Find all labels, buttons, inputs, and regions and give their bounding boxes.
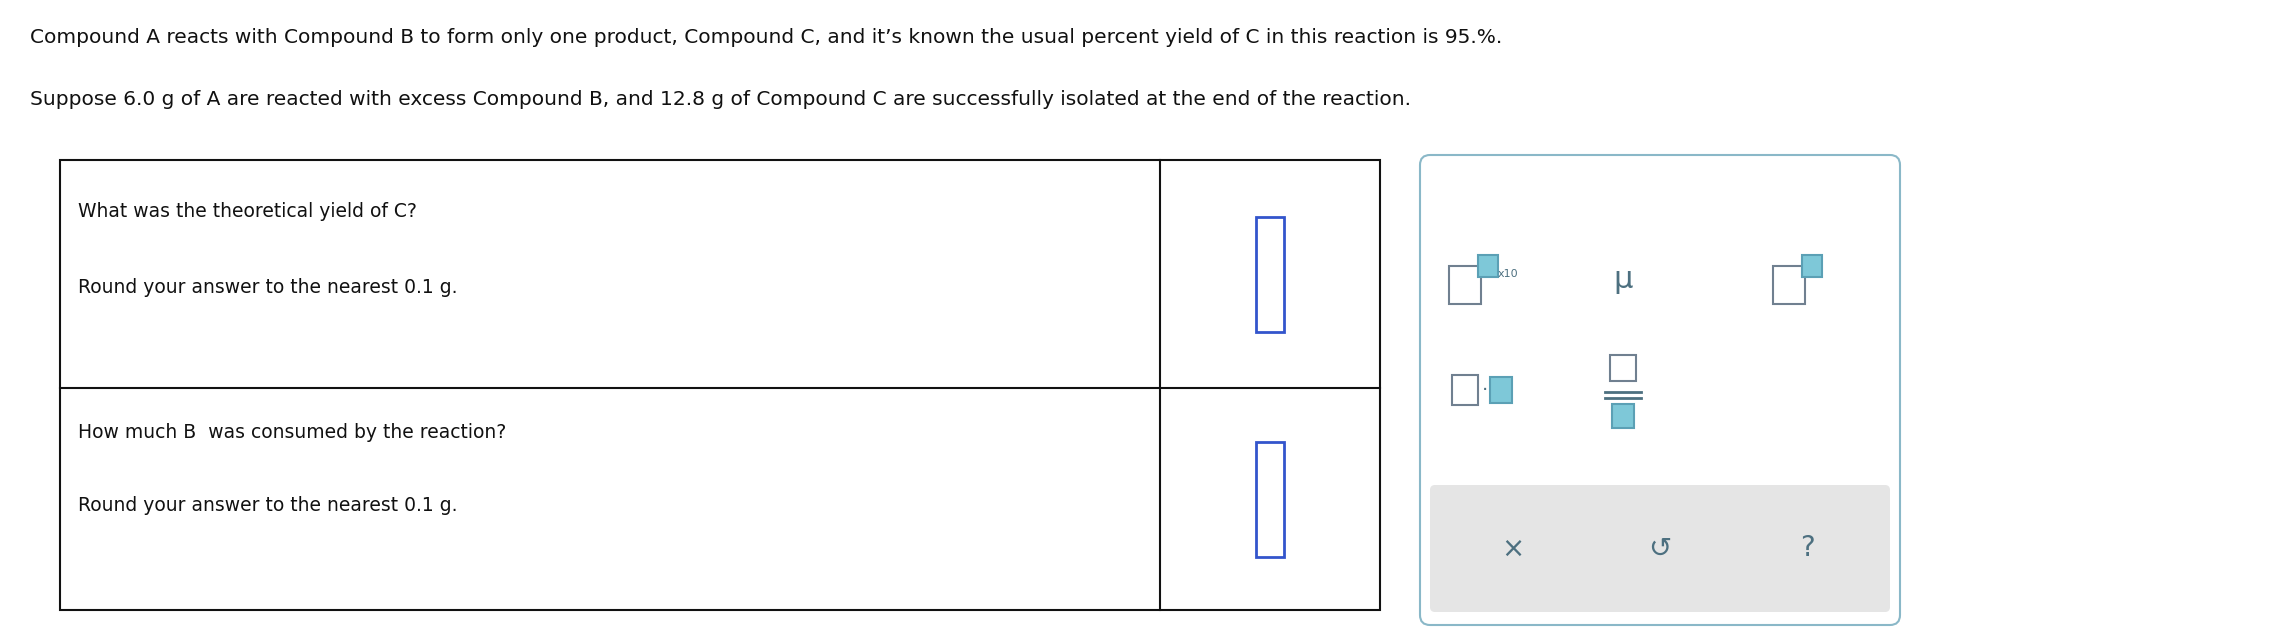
Text: What was the theoretical yield of C?: What was the theoretical yield of C? <box>78 202 418 221</box>
Text: ?: ? <box>1800 535 1814 562</box>
Text: How much B  was consumed by the reaction?: How much B was consumed by the reaction? <box>78 423 507 442</box>
FancyBboxPatch shape <box>1490 377 1513 403</box>
Text: ×: × <box>1502 535 1524 562</box>
FancyBboxPatch shape <box>1449 266 1481 304</box>
FancyBboxPatch shape <box>1479 255 1497 277</box>
FancyBboxPatch shape <box>1431 485 1889 612</box>
Text: Round your answer to the nearest 0.1 g.: Round your answer to the nearest 0.1 g. <box>78 496 456 515</box>
FancyBboxPatch shape <box>1611 404 1634 428</box>
FancyBboxPatch shape <box>1451 375 1479 405</box>
FancyBboxPatch shape <box>1255 442 1285 557</box>
Text: ↺: ↺ <box>1648 535 1673 562</box>
Text: μ: μ <box>1613 266 1634 295</box>
FancyBboxPatch shape <box>1255 216 1285 331</box>
FancyBboxPatch shape <box>1773 266 1805 304</box>
Text: Suppose 6.0 g of A are reacted with excess Compound B, and 12.8 g of Compound C : Suppose 6.0 g of A are reacted with exce… <box>30 90 1410 109</box>
FancyBboxPatch shape <box>1611 355 1636 381</box>
Text: Compound A reacts with Compound B to form only one product, Compound C, and it’s: Compound A reacts with Compound B to for… <box>30 28 1502 47</box>
FancyBboxPatch shape <box>1803 255 1821 277</box>
FancyBboxPatch shape <box>1419 155 1901 625</box>
Text: ·: · <box>1481 381 1488 399</box>
Text: Round your answer to the nearest 0.1 g.: Round your answer to the nearest 0.1 g. <box>78 278 456 297</box>
Text: x10: x10 <box>1497 269 1518 279</box>
